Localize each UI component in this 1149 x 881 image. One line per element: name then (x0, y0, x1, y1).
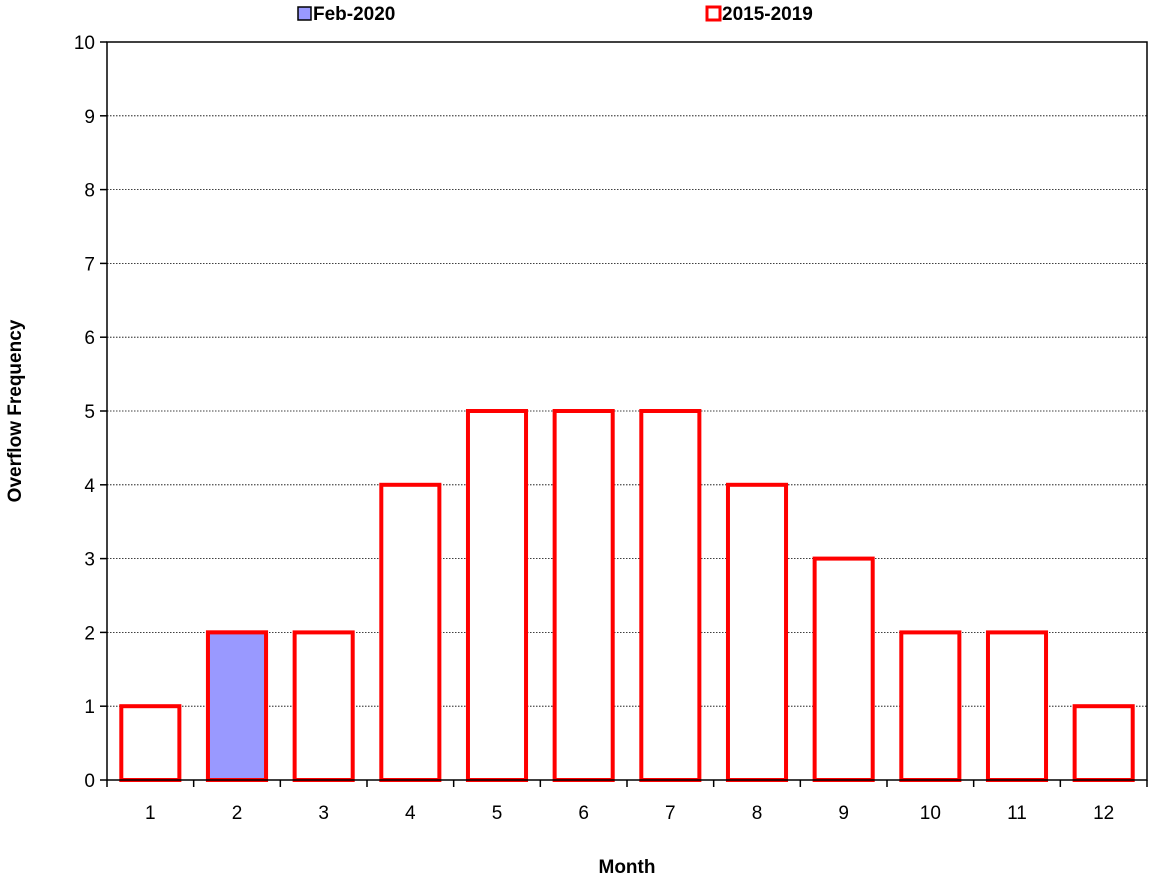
bar-2015-2019-month-8 (725, 482, 789, 782)
bars (119, 409, 1135, 783)
x-tick-label-12: 12 (1093, 803, 1114, 824)
bar-2015-2019-month-1 (119, 704, 182, 783)
legend-label-feb-2020: Feb-2020 (313, 4, 395, 25)
legend-swatch-2015-2019 (705, 5, 722, 22)
y-tick-label-7: 7 (84, 254, 95, 275)
y-tick-label-6: 6 (84, 328, 95, 349)
x-tick-label-3: 3 (318, 803, 329, 824)
bar-2015-2019-month-4 (379, 482, 442, 782)
y-tick-label-10: 10 (74, 33, 95, 54)
x-tick-label-2: 2 (232, 803, 243, 824)
bar-2015-2019-month-11 (985, 630, 1049, 783)
x-axis: 1 2 3 4 5 6 7 8 9 10 11 12 (106, 780, 1148, 824)
y-tick-label-2: 2 (84, 623, 95, 644)
x-tick-label-5: 5 (492, 803, 503, 824)
bar-2015-2019-month-7 (639, 409, 702, 782)
bar-2015-2019-month-9 (812, 556, 875, 782)
legend-item-2015-2019: 2015-2019 (705, 4, 813, 25)
bar-2015-2019-month-10 (899, 630, 962, 783)
bar-feb-2020-month-2 (205, 630, 269, 783)
bar-2015-2019-month-5 (465, 409, 529, 782)
x-tick-label-7: 7 (665, 803, 676, 824)
bar-2015-2019-month-12 (1072, 704, 1135, 783)
legend-label-2015-2019: 2015-2019 (722, 4, 813, 25)
x-tick-label-11: 11 (1007, 803, 1027, 824)
y-tick-label-4: 4 (84, 476, 95, 497)
x-tick-label-6: 6 (578, 803, 589, 824)
legend-swatch-feb-2020 (297, 6, 312, 21)
y-tick-label-0: 0 (84, 771, 95, 792)
x-tick-label-1: 1 (145, 803, 156, 824)
legend: Feb-2020 2015-2019 (297, 4, 813, 25)
bar-2015-2019-month-6 (552, 409, 615, 782)
x-tick-label-10: 10 (920, 803, 941, 824)
x-tick-label-8: 8 (752, 803, 763, 824)
y-tick-label-8: 8 (84, 181, 95, 202)
y-tick-label-9: 9 (84, 107, 95, 128)
y-tick-label-1: 1 (84, 697, 95, 718)
y-tick-label-3: 3 (84, 550, 95, 571)
legend-item-feb-2020: Feb-2020 (297, 4, 395, 25)
bar-2015-2019-month-3 (292, 630, 355, 783)
y-axis: 0 1 2 3 4 5 6 7 8 9 10 (74, 33, 107, 792)
x-tick-label-4: 4 (405, 803, 416, 824)
y-axis-title: Overflow Frequency (5, 319, 26, 502)
y-tick-label-5: 5 (84, 402, 95, 423)
x-tick-label-9: 9 (838, 803, 849, 824)
x-axis-title: Month (599, 857, 656, 878)
gridlines (107, 115, 1147, 707)
